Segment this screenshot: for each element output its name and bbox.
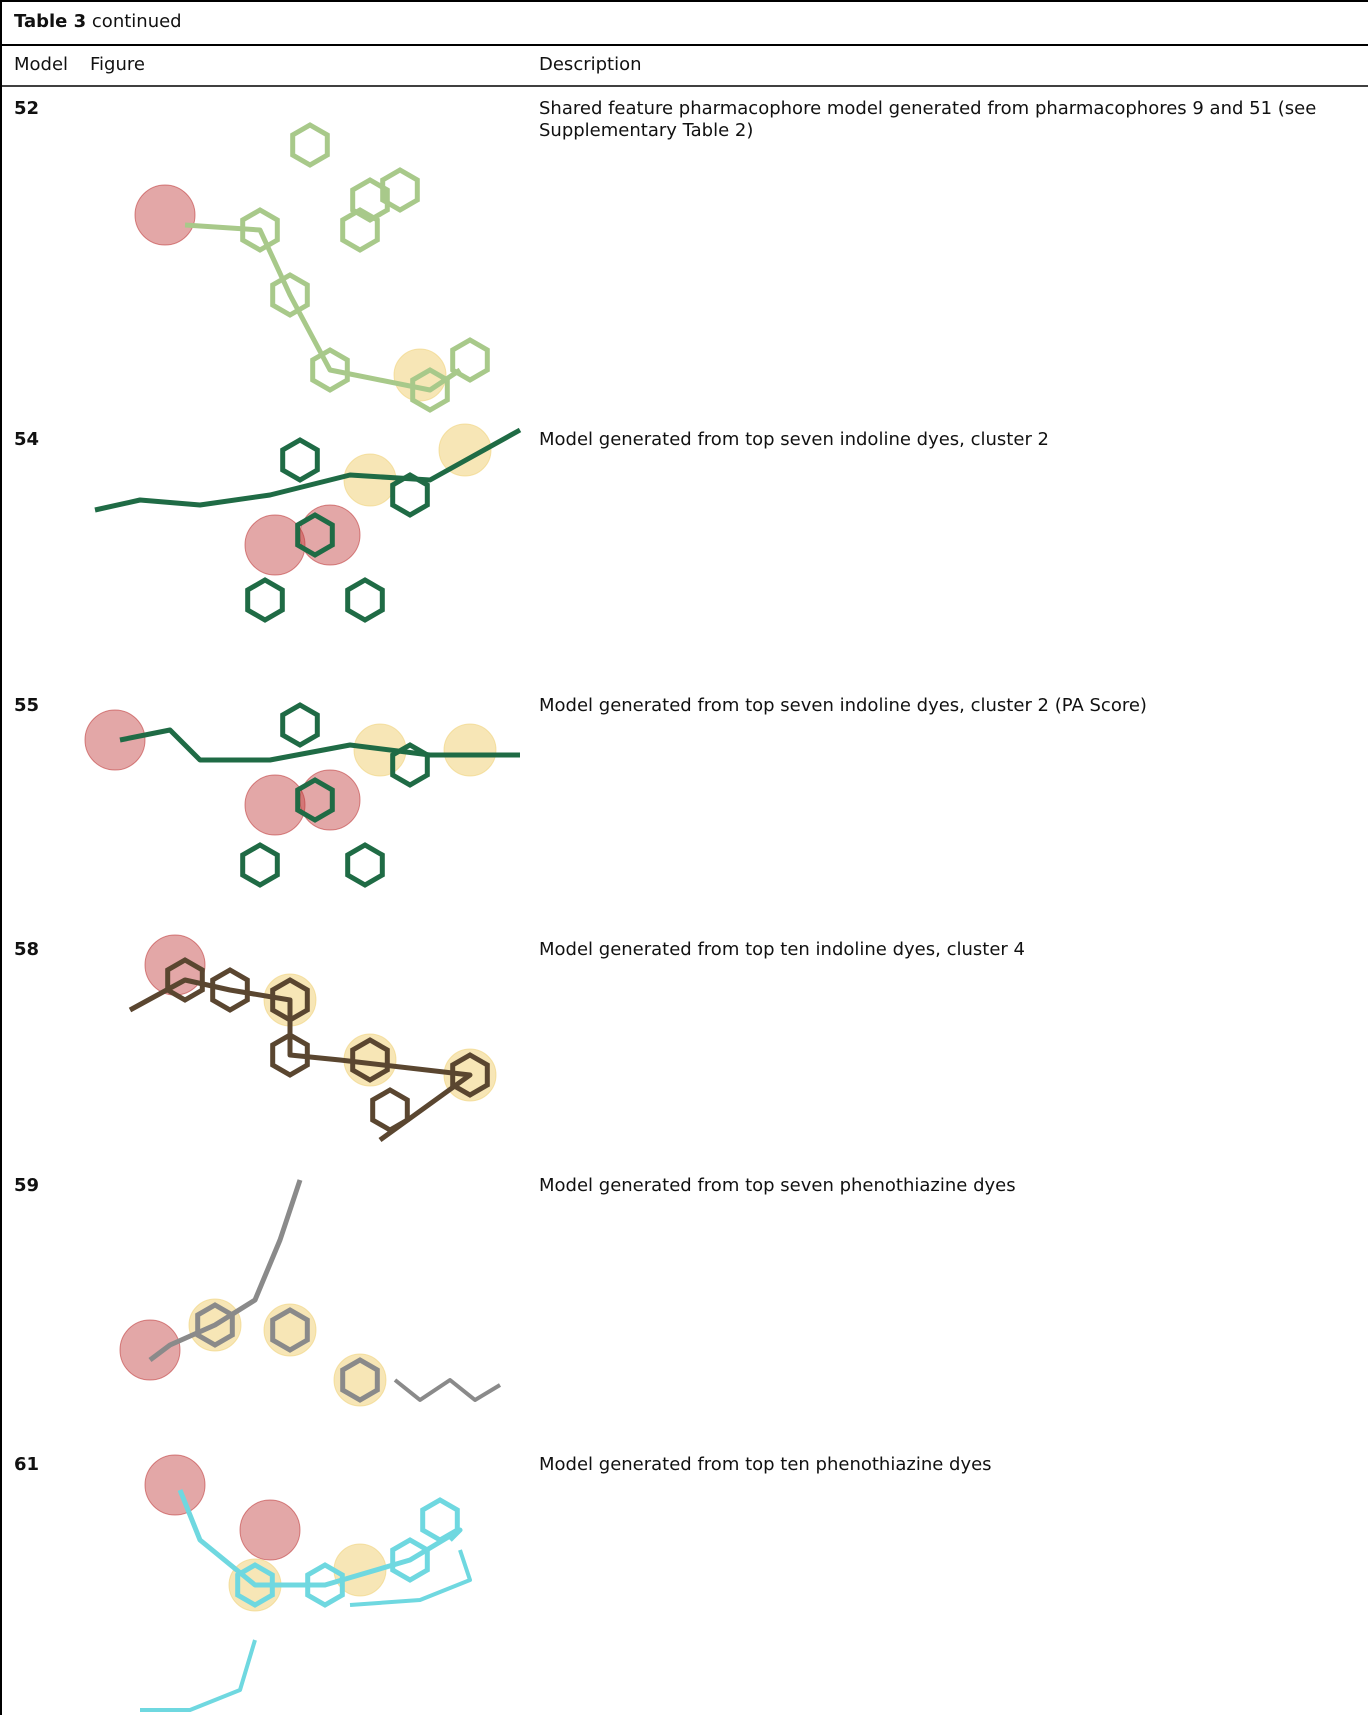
molecule-part (85, 710, 145, 770)
molecule-part (283, 440, 318, 480)
molecule-part (135, 185, 195, 245)
description: Model generated from top ten phenothiazi… (539, 1454, 1339, 1476)
model-number: 55 (14, 695, 39, 717)
molecule-part (348, 580, 383, 620)
model-number: 61 (14, 1454, 39, 1476)
column-header: Figure (90, 54, 145, 76)
title-continued: continued (92, 11, 182, 32)
molecule-part (373, 1090, 408, 1130)
molecule-part (453, 340, 488, 380)
molecule-part (423, 1500, 458, 1540)
column-header: Model (14, 54, 68, 76)
column-header: Description (539, 54, 642, 76)
molecule-part (240, 1500, 300, 1560)
description: Model generated from top seven indoline … (539, 429, 1339, 451)
model-number: 52 (14, 98, 39, 120)
molecule-part (145, 1455, 205, 1515)
table-title: Table 3 continued (14, 11, 182, 33)
description: Model generated from top seven indoline … (539, 695, 1339, 717)
model-number: 59 (14, 1175, 39, 1197)
molecule-part (140, 1640, 255, 1710)
molecule-part (283, 705, 318, 745)
model-number: 54 (14, 429, 39, 451)
molecule-part (243, 845, 278, 885)
model-number: 58 (14, 939, 39, 961)
molecule-part (248, 580, 283, 620)
description: Model generated from top seven phenothia… (539, 1175, 1339, 1197)
description: Model generated from top ten indoline dy… (539, 939, 1339, 961)
molecule-part (348, 845, 383, 885)
title-label: Table 3 (14, 11, 86, 32)
molecule-part (395, 1380, 500, 1400)
page: Table 3 continued Model Figure Descripti… (0, 0, 1368, 1715)
molecule-part (120, 1320, 180, 1380)
molecule-part (293, 125, 328, 165)
molecule-part (344, 454, 396, 506)
description: Shared feature pharmacophore model gener… (539, 98, 1339, 142)
molecule-part (444, 724, 496, 776)
